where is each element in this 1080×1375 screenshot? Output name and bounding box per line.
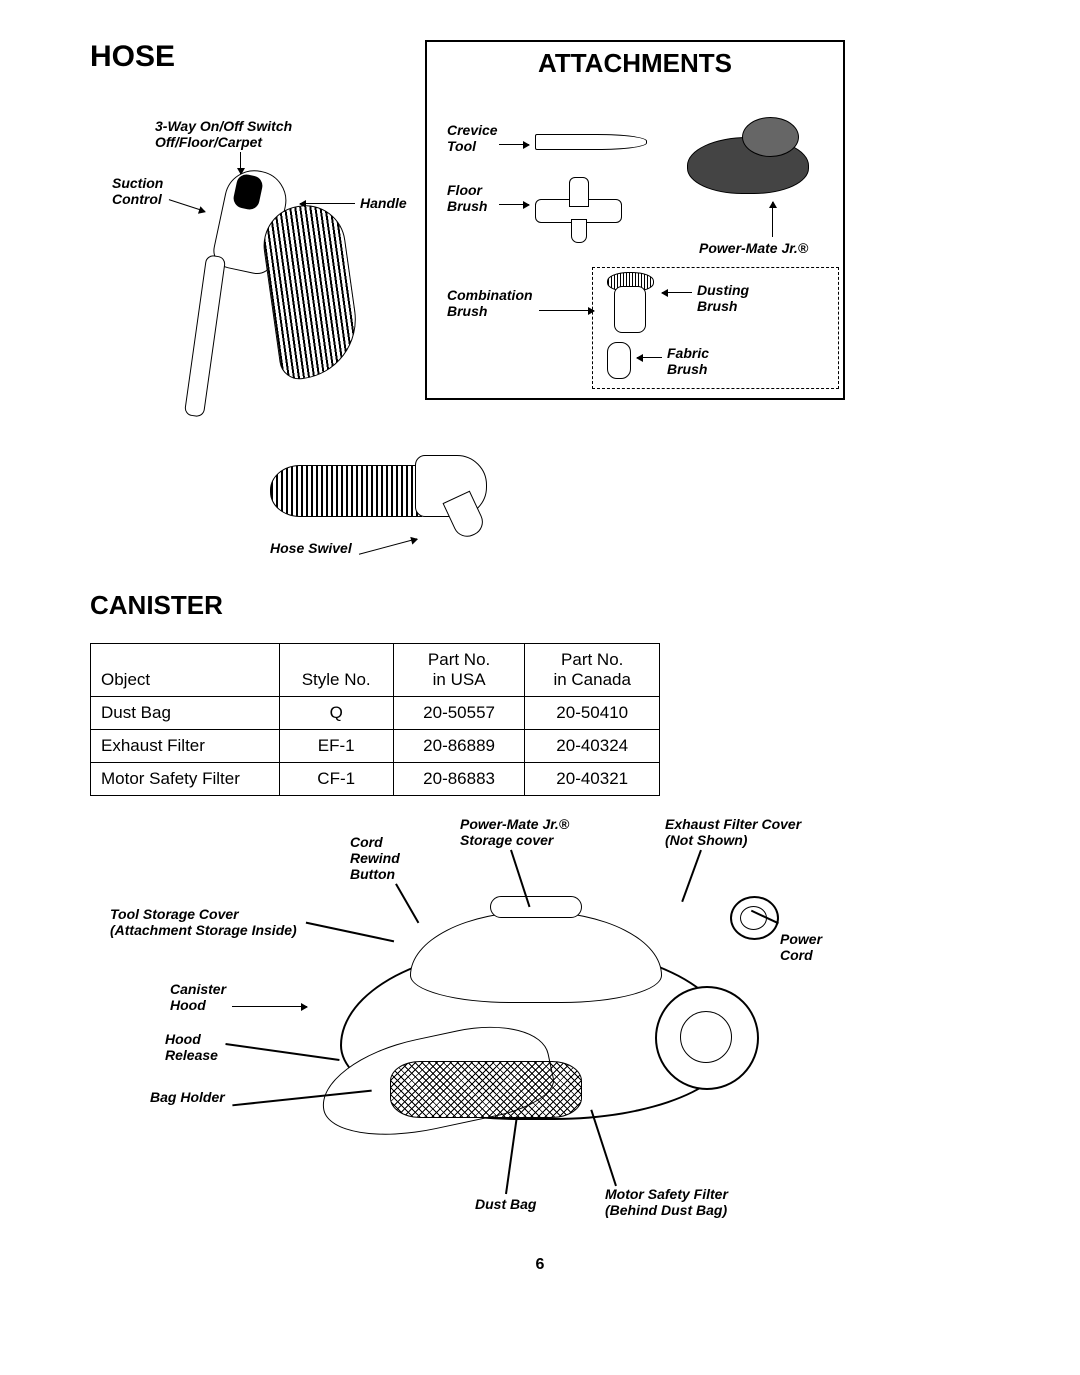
attachments-box: ATTACHMENTS CreviceTool Power-Mate Jr.® … xyxy=(425,40,845,400)
canister-diagram: Power-Mate Jr.®Storage cover CordRewindB… xyxy=(60,816,1020,1246)
label-canister-hood: CanisterHood xyxy=(170,981,226,1013)
label-dusting: DustingBrush xyxy=(697,282,749,314)
label-powermate: Power-Mate Jr.® xyxy=(699,240,808,256)
label-floor: FloorBrush xyxy=(447,182,487,214)
table-row: Motor Safety Filter CF-1 20-86883 20-403… xyxy=(91,763,660,796)
col-usa: Part No.in USA xyxy=(393,644,525,697)
label-pm-storage: Power-Mate Jr.®Storage cover xyxy=(460,816,569,848)
canister-title: CANISTER xyxy=(90,590,1020,621)
label-dust-bag: Dust Bag xyxy=(475,1196,536,1212)
label-combo: CombinationBrush xyxy=(447,287,533,319)
label-exhaust-cover: Exhaust Filter Cover(Not Shown) xyxy=(665,816,801,848)
arrow-dusting xyxy=(662,292,692,293)
hose-title: HOSE xyxy=(90,40,175,74)
attachments-title: ATTACHMENTS xyxy=(427,48,843,79)
label-tool-storage: Tool Storage Cover(Attachment Storage In… xyxy=(110,906,297,938)
top-diagrams: HOSE 3-Way On/Off SwitchOff/Floor/Carpet… xyxy=(60,40,1020,580)
powermate-icon xyxy=(687,112,817,197)
arrow-powermate xyxy=(772,202,773,237)
label-motor-filter: Motor Safety Filter(Behind Dust Bag) xyxy=(605,1186,728,1218)
canister-art xyxy=(320,886,750,1166)
label-suction: SuctionControl xyxy=(112,175,163,207)
col-object: Object xyxy=(91,644,280,697)
parts-table: Object Style No. Part No.in USA Part No.… xyxy=(90,643,660,796)
combo-icon xyxy=(602,272,657,342)
col-canada: Part No.in Canada xyxy=(525,644,660,697)
table-row: Exhaust Filter EF-1 20-86889 20-40324 xyxy=(91,730,660,763)
label-crevice: CreviceTool xyxy=(447,122,498,154)
arrow-crevice xyxy=(499,144,529,145)
hose-handle-art xyxy=(180,140,400,440)
fabric-icon xyxy=(607,342,631,379)
arrow-canister-hood xyxy=(232,1006,307,1007)
label-power-cord: PowerCord xyxy=(780,931,822,963)
table-header-row: Object Style No. Part No.in USA Part No.… xyxy=(91,644,660,697)
label-cord-rewind: CordRewindButton xyxy=(350,834,400,882)
col-style: Style No. xyxy=(279,644,393,697)
label-swivel: Hose Swivel xyxy=(270,540,352,556)
label-hood-release: HoodRelease xyxy=(165,1031,218,1063)
arrow-fabric xyxy=(637,357,662,358)
page-number: 6 xyxy=(60,1256,1020,1274)
label-fabric: FabricBrush xyxy=(667,345,709,377)
table-row: Dust Bag Q 20-50557 20-50410 xyxy=(91,697,660,730)
crevice-icon xyxy=(535,134,647,150)
arrow-floor xyxy=(499,204,529,205)
arrow-combo xyxy=(539,310,594,311)
label-bag-holder: Bag Holder xyxy=(150,1089,225,1105)
floor-brush-icon xyxy=(535,177,625,242)
